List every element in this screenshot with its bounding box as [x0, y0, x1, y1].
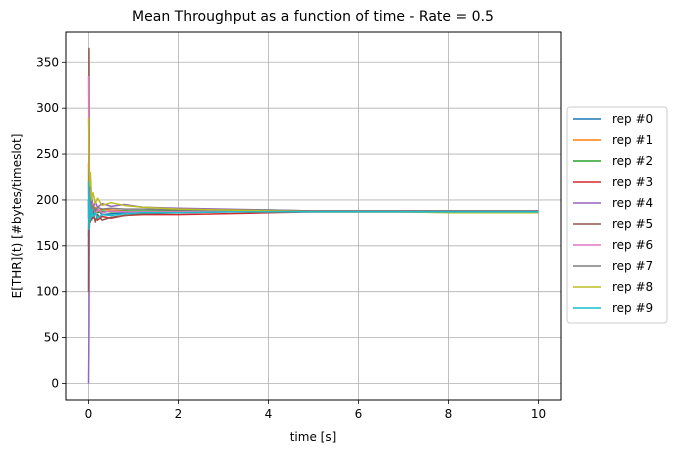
y-axis-label: E[THR](t) [#bytes/timeslot]	[10, 134, 24, 299]
legend-label: rep #8	[612, 280, 653, 294]
y-tick-label: 0	[51, 376, 59, 390]
y-axis-ticks: 0 50 100 150 200 250 300 350	[36, 55, 66, 390]
series-line-rep-4	[87, 171, 539, 384]
grid	[66, 32, 561, 400]
legend-label: rep #7	[612, 259, 653, 273]
series-line-rep-2	[87, 199, 539, 246]
legend-label: rep #0	[612, 112, 653, 126]
y-tick-label: 150	[36, 239, 59, 253]
legend-label: rep #1	[612, 133, 653, 147]
chart-title: Mean Throughput as a function of time - …	[132, 9, 494, 25]
series-line-rep-8	[87, 117, 539, 214]
x-tick-label: 6	[355, 407, 363, 421]
legend-label: rep #5	[612, 217, 653, 231]
y-tick-label: 250	[36, 147, 59, 161]
y-tick-label: 200	[36, 193, 59, 207]
series-lines	[87, 47, 539, 384]
series-line-rep-9	[87, 181, 539, 231]
y-tick-label: 350	[36, 55, 59, 69]
x-tick-label: 2	[175, 407, 183, 421]
x-axis-ticks: 0 2 4 6 8 10	[85, 400, 546, 421]
y-tick-label: 50	[44, 331, 59, 345]
y-tick-label: 300	[36, 101, 59, 115]
x-tick-label: 10	[531, 407, 546, 421]
plot-frame	[65, 31, 562, 401]
legend-label: rep #4	[612, 196, 653, 210]
legend-label: rep #2	[612, 154, 653, 168]
series-line-rep-1	[87, 163, 539, 229]
legend-label: rep #3	[612, 175, 653, 189]
x-tick-label: 4	[265, 407, 273, 421]
legend-label: rep #9	[612, 301, 653, 315]
x-tick-label: 0	[85, 407, 93, 421]
legend-label: rep #6	[612, 238, 653, 252]
series-line-rep-0	[87, 199, 539, 237]
x-axis-label: time [s]	[290, 430, 337, 444]
x-tick-label: 8	[445, 407, 453, 421]
series-line-rep-5	[87, 47, 539, 292]
series-line-rep-6	[87, 76, 539, 218]
series-line-rep-7	[87, 180, 539, 224]
y-tick-label: 100	[36, 285, 59, 299]
legend: rep #0 rep #1 rep #2 rep #3 rep #4 rep #5 rep …	[566, 106, 668, 324]
